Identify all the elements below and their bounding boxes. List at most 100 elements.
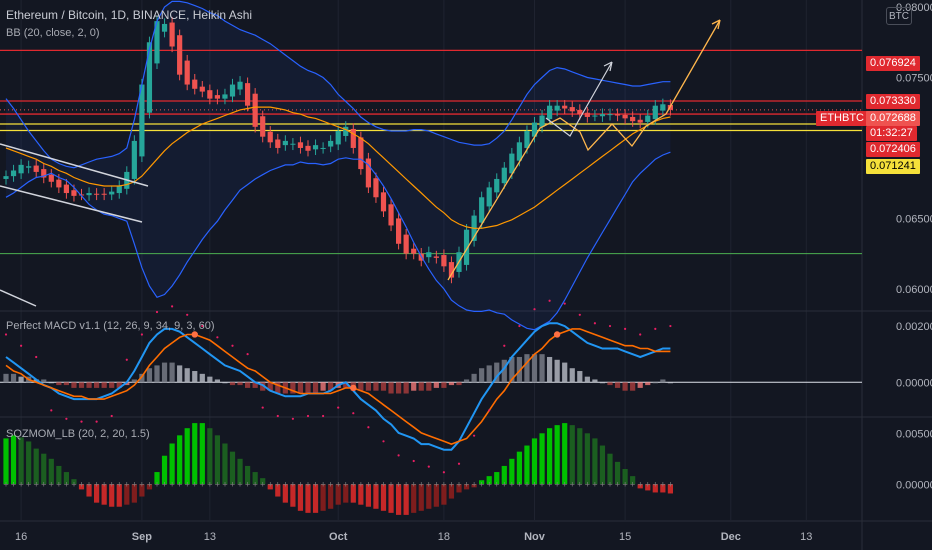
candle-bear[interactable] [63,184,69,194]
sqz-momentum-bar [562,423,568,485]
candle-bear[interactable] [577,109,583,115]
candle-bull[interactable] [146,42,153,113]
candle-bull[interactable] [312,145,319,150]
candle-bear[interactable] [169,22,175,47]
candle-bull[interactable] [516,142,522,161]
bb-indicator-title[interactable]: BB (20, close, 2, 0) [6,27,100,39]
candle-bull[interactable] [509,153,515,174]
candle-bull[interactable] [652,105,658,120]
candle-bear[interactable] [33,165,39,172]
candle-bear[interactable] [630,116,636,122]
macd-indicator-title[interactable]: Perfect MACD v1.1 (12, 26, 9, 34, 9, 3, … [6,320,215,332]
candle-bear[interactable] [433,256,439,258]
candle-bear[interactable] [380,192,387,212]
candle-bear[interactable] [275,139,281,148]
candle-bull[interactable] [161,23,168,32]
candle-bear[interactable] [411,248,417,254]
candle-bear[interactable] [48,174,54,182]
candle-bear[interactable] [441,255,447,267]
candle-bull[interactable] [237,81,243,90]
macd-histogram-bar [169,362,175,383]
candle-bear[interactable] [297,142,304,148]
candle-bull[interactable] [26,166,32,168]
candle-bear[interactable] [245,83,251,106]
currency-badge[interactable]: BTC [886,7,912,25]
candle-bull[interactable] [86,193,92,196]
candle-bull[interactable] [660,104,666,111]
sqz-cross-marker: + [41,479,46,489]
candle-bear[interactable] [365,158,371,188]
candle-bull[interactable] [547,105,553,120]
candle-bull[interactable] [524,131,530,148]
macd-dot-marker [20,344,23,347]
candle-bear[interactable] [71,190,77,196]
candle-bear[interactable] [637,119,643,123]
candle-bull[interactable] [109,191,115,195]
candle-bear[interactable] [614,114,621,116]
candle-bull[interactable] [479,197,485,223]
candle-bear[interactable] [192,79,198,89]
candle-bull[interactable] [554,105,560,111]
sqz-cross-marker: + [11,479,16,489]
candle-bull[interactable] [290,143,296,145]
candle-bull[interactable] [131,140,137,179]
candle-bull[interactable] [229,84,236,97]
candle-bear[interactable] [388,204,394,226]
candle-bull[interactable] [645,115,651,122]
candle-bear[interactable] [584,112,590,117]
candle-bear[interactable] [207,90,213,99]
candle-bull[interactable] [328,140,334,147]
candle-bull[interactable] [494,178,500,193]
candle-bear[interactable] [199,86,205,92]
candle-bear[interactable] [448,262,455,278]
sqz-indicator-title[interactable]: SQZMOM_LB (20, 2, 20, 1.5) [6,428,150,440]
macd-dot-marker [639,333,642,336]
candle-bear[interactable] [184,60,190,85]
candle-bull[interactable] [592,115,598,117]
candle-bear[interactable] [56,179,62,188]
candle-bear[interactable] [358,137,364,170]
sqz-momentum-bar [592,438,598,485]
candle-bull[interactable] [18,164,24,174]
candle-bull[interactable] [486,187,492,207]
candle-bull[interactable] [320,147,326,149]
candle-bear[interactable] [78,194,85,196]
candle-bear[interactable] [373,178,379,198]
candle-bull[interactable] [501,167,507,184]
candle-bear[interactable] [41,169,47,178]
candle-bull[interactable] [343,126,349,136]
candle-bear[interactable] [260,116,266,137]
candle-bull[interactable] [426,252,432,258]
candle-bull[interactable] [116,186,122,194]
candle-bull[interactable] [154,21,160,64]
sqz-cross-marker: + [298,479,303,489]
candle-bull[interactable] [463,229,470,265]
candle-bull[interactable] [335,131,341,145]
sqz-cross-marker: + [237,479,242,489]
candle-bull[interactable] [3,176,9,179]
candle-bull[interactable] [222,94,228,99]
sqz-cross-marker: + [154,479,159,489]
candle-bear[interactable] [177,35,183,75]
candle-bear[interactable] [562,105,568,109]
candle-bear[interactable] [569,107,575,112]
candle-bull[interactable] [599,114,606,117]
candle-bear[interactable] [622,114,628,119]
candle-bear[interactable] [396,218,402,244]
candle-bear[interactable] [267,131,273,143]
candle-bear[interactable] [403,234,409,254]
candle-bear[interactable] [101,193,107,195]
candle-bull[interactable] [531,122,538,137]
candle-bear[interactable] [350,128,356,148]
candle-bull[interactable] [10,170,17,177]
candle-bull[interactable] [139,84,145,157]
macd-dot-marker [80,420,83,423]
candle-bull[interactable] [539,115,545,127]
candle-bear[interactable] [305,145,311,151]
candle-bull[interactable] [607,114,613,116]
candle-bear[interactable] [94,193,100,195]
candle-bear[interactable] [214,95,220,99]
candle-bear[interactable] [252,93,258,127]
candle-bull[interactable] [282,140,288,146]
